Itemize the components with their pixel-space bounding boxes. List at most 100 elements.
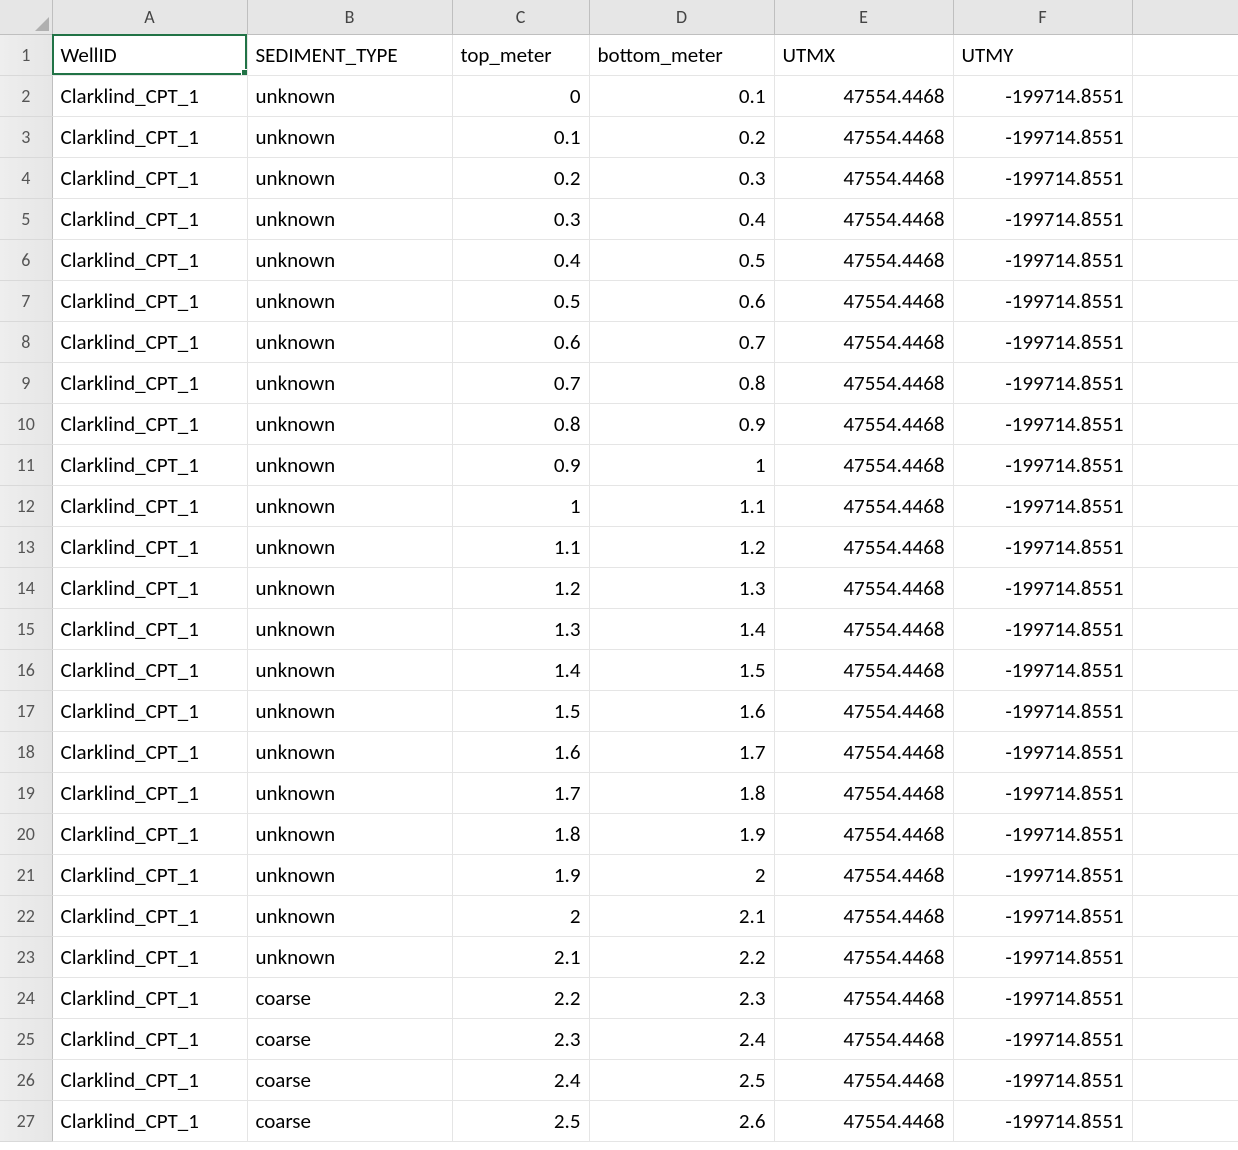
col-header-E[interactable]: E	[774, 0, 953, 34]
cell-E16[interactable]: 47554.4468	[774, 649, 953, 690]
cell-E4[interactable]: 47554.4468	[774, 157, 953, 198]
row-header[interactable]: 12	[0, 485, 52, 526]
row-header[interactable]: 20	[0, 813, 52, 854]
cell-D18[interactable]: 1.7	[589, 731, 774, 772]
cell-A11[interactable]: Clarklind_CPT_1	[52, 444, 247, 485]
row-header[interactable]: 9	[0, 362, 52, 403]
row-header[interactable]: 26	[0, 1059, 52, 1100]
cell-G6[interactable]	[1132, 239, 1238, 280]
col-header-D[interactable]: D	[589, 0, 774, 34]
cell-F3[interactable]: -199714.8551	[953, 116, 1132, 157]
cell-C23[interactable]: 2.1	[452, 936, 589, 977]
row-header[interactable]: 7	[0, 280, 52, 321]
cell-G15[interactable]	[1132, 608, 1238, 649]
cell-D5[interactable]: 0.4	[589, 198, 774, 239]
cell-F15[interactable]: -199714.8551	[953, 608, 1132, 649]
col-header-C[interactable]: C	[452, 0, 589, 34]
cell-E25[interactable]: 47554.4468	[774, 1018, 953, 1059]
row-header[interactable]: 15	[0, 608, 52, 649]
cell-E3[interactable]: 47554.4468	[774, 116, 953, 157]
cell-C26[interactable]: 2.4	[452, 1059, 589, 1100]
cell-C17[interactable]: 1.5	[452, 690, 589, 731]
cell-A16[interactable]: Clarklind_CPT_1	[52, 649, 247, 690]
cell-C22[interactable]: 2	[452, 895, 589, 936]
row-header[interactable]: 8	[0, 321, 52, 362]
cell-B12[interactable]: unknown	[247, 485, 452, 526]
cell-D7[interactable]: 0.6	[589, 280, 774, 321]
cell-F27[interactable]: -199714.8551	[953, 1100, 1132, 1141]
row-header[interactable]: 25	[0, 1018, 52, 1059]
cell-E27[interactable]: 47554.4468	[774, 1100, 953, 1141]
cell-C8[interactable]: 0.6	[452, 321, 589, 362]
row-header[interactable]: 4	[0, 157, 52, 198]
cell-C14[interactable]: 1.2	[452, 567, 589, 608]
cell-E5[interactable]: 47554.4468	[774, 198, 953, 239]
cell-A5[interactable]: Clarklind_CPT_1	[52, 198, 247, 239]
cell-C19[interactable]: 1.7	[452, 772, 589, 813]
row-header[interactable]: 6	[0, 239, 52, 280]
cell-D14[interactable]: 1.3	[589, 567, 774, 608]
row-header[interactable]: 19	[0, 772, 52, 813]
cell-F9[interactable]: -199714.8551	[953, 362, 1132, 403]
cell-B10[interactable]: unknown	[247, 403, 452, 444]
cell-F22[interactable]: -199714.8551	[953, 895, 1132, 936]
cell-E17[interactable]: 47554.4468	[774, 690, 953, 731]
cell-B8[interactable]: unknown	[247, 321, 452, 362]
cell-B25[interactable]: coarse	[247, 1018, 452, 1059]
cell-G3[interactable]	[1132, 116, 1238, 157]
cell-C6[interactable]: 0.4	[452, 239, 589, 280]
cell-B7[interactable]: unknown	[247, 280, 452, 321]
cell-F25[interactable]: -199714.8551	[953, 1018, 1132, 1059]
cell-F24[interactable]: -199714.8551	[953, 977, 1132, 1018]
cell-E20[interactable]: 47554.4468	[774, 813, 953, 854]
row-header[interactable]: 5	[0, 198, 52, 239]
cell-G7[interactable]	[1132, 280, 1238, 321]
cell-E26[interactable]: 47554.4468	[774, 1059, 953, 1100]
cell-G11[interactable]	[1132, 444, 1238, 485]
row-header[interactable]: 13	[0, 526, 52, 567]
cell-F13[interactable]: -199714.8551	[953, 526, 1132, 567]
cell-G21[interactable]	[1132, 854, 1238, 895]
cell-C27[interactable]: 2.5	[452, 1100, 589, 1141]
cell-A9[interactable]: Clarklind_CPT_1	[52, 362, 247, 403]
cell-A14[interactable]: Clarklind_CPT_1	[52, 567, 247, 608]
cell-A21[interactable]: Clarklind_CPT_1	[52, 854, 247, 895]
cell-B16[interactable]: unknown	[247, 649, 452, 690]
cell-F7[interactable]: -199714.8551	[953, 280, 1132, 321]
cell-B9[interactable]: unknown	[247, 362, 452, 403]
cell-D2[interactable]: 0.1	[589, 75, 774, 116]
cell-A20[interactable]: Clarklind_CPT_1	[52, 813, 247, 854]
col-header-F[interactable]: F	[953, 0, 1132, 34]
cell-C16[interactable]: 1.4	[452, 649, 589, 690]
cell-D22[interactable]: 2.1	[589, 895, 774, 936]
cell-D3[interactable]: 0.2	[589, 116, 774, 157]
cell-E24[interactable]: 47554.4468	[774, 977, 953, 1018]
cell-F26[interactable]: -199714.8551	[953, 1059, 1132, 1100]
cell-F6[interactable]: -199714.8551	[953, 239, 1132, 280]
cell-C7[interactable]: 0.5	[452, 280, 589, 321]
cell-G23[interactable]	[1132, 936, 1238, 977]
cell-E8[interactable]: 47554.4468	[774, 321, 953, 362]
cell-E7[interactable]: 47554.4468	[774, 280, 953, 321]
cell-B15[interactable]: unknown	[247, 608, 452, 649]
cell-G4[interactable]	[1132, 157, 1238, 198]
cell-C11[interactable]: 0.9	[452, 444, 589, 485]
cell-B6[interactable]: unknown	[247, 239, 452, 280]
cell-F11[interactable]: -199714.8551	[953, 444, 1132, 485]
row-header[interactable]: 11	[0, 444, 52, 485]
cell-F1[interactable]: UTMY	[953, 34, 1132, 75]
cell-D13[interactable]: 1.2	[589, 526, 774, 567]
cell-G13[interactable]	[1132, 526, 1238, 567]
cell-D19[interactable]: 1.8	[589, 772, 774, 813]
cell-D25[interactable]: 2.4	[589, 1018, 774, 1059]
cell-B20[interactable]: unknown	[247, 813, 452, 854]
cell-D20[interactable]: 1.9	[589, 813, 774, 854]
cell-F4[interactable]: -199714.8551	[953, 157, 1132, 198]
cell-D15[interactable]: 1.4	[589, 608, 774, 649]
cell-A12[interactable]: Clarklind_CPT_1	[52, 485, 247, 526]
cell-E2[interactable]: 47554.4468	[774, 75, 953, 116]
cell-E10[interactable]: 47554.4468	[774, 403, 953, 444]
cell-F19[interactable]: -199714.8551	[953, 772, 1132, 813]
cell-A10[interactable]: Clarklind_CPT_1	[52, 403, 247, 444]
col-header-B[interactable]: B	[247, 0, 452, 34]
